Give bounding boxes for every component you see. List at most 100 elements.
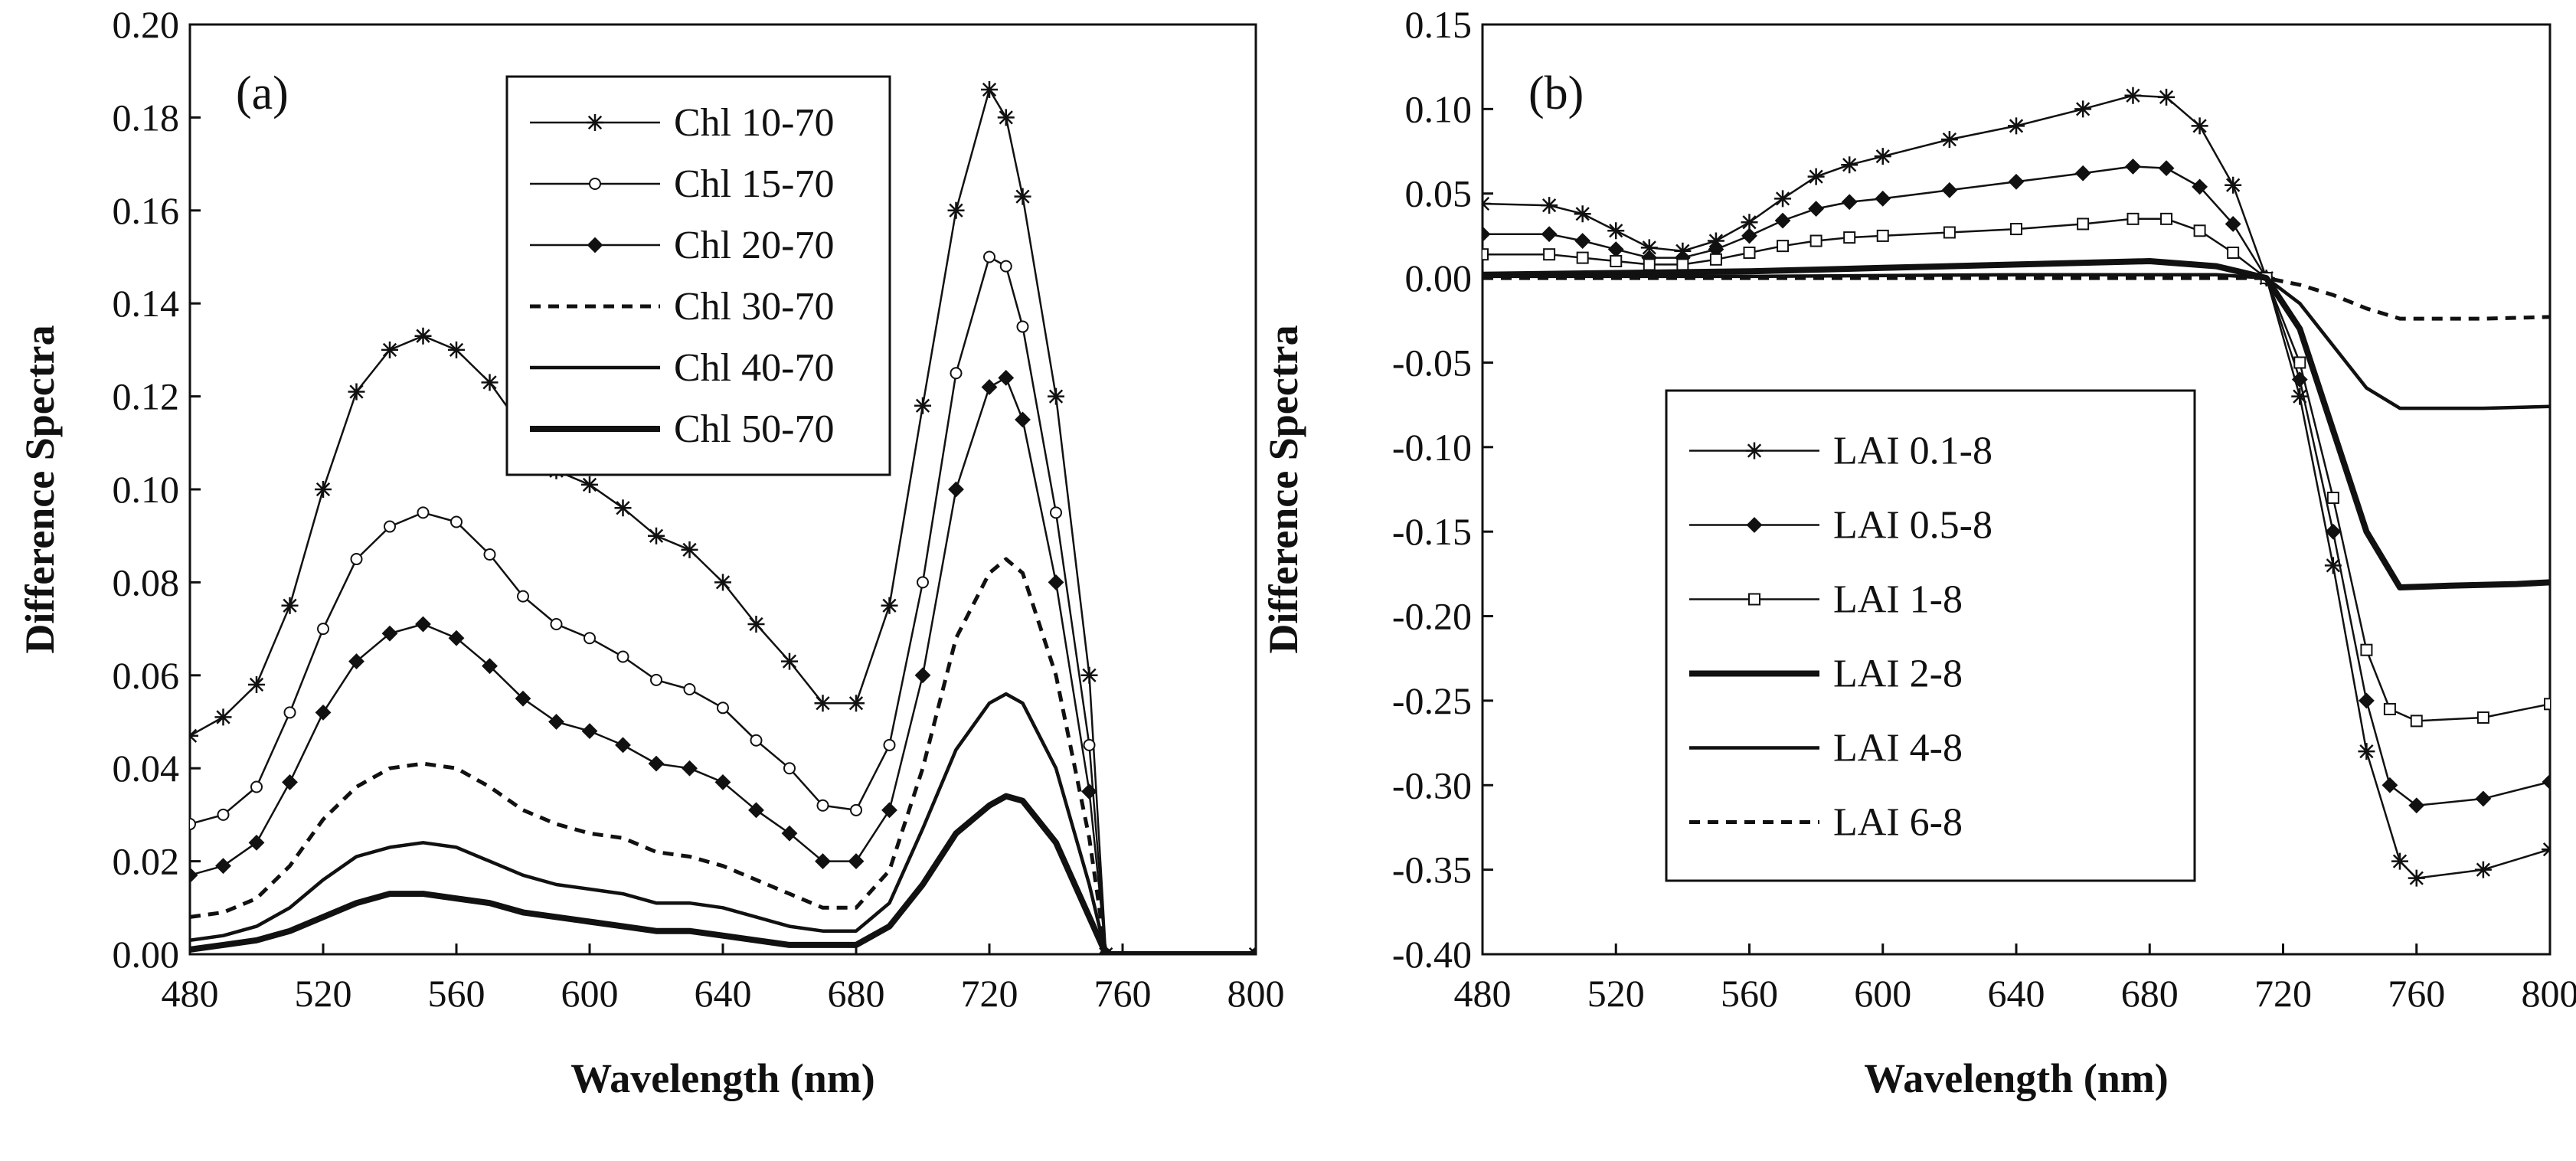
data-point-chl-15-70: [350, 553, 363, 566]
data-point-lai-0-5-8: [2125, 158, 2141, 175]
data-point-chl-20-70: [348, 653, 364, 670]
data-point-chl-20-70: [748, 802, 764, 819]
data-point-chl-15-70: [1050, 506, 1062, 519]
panel-0-x-tick-label: 520: [295, 972, 352, 1015]
data-point-chl-10-70: [315, 481, 332, 498]
data-point-lai-0-1-8: [2391, 852, 2408, 870]
panel-1-y-tick-label: -0.05: [1392, 341, 1472, 384]
panel-1-x-tick-label: 480: [1454, 972, 1512, 1015]
data-point-chl-20-70: [190, 867, 198, 884]
legend-label-lai-4-8: LAI 4-8: [1833, 727, 1963, 770]
panel-1-y-tick-label: -0.25: [1392, 679, 1472, 722]
data-point-lai-1-8: [1843, 231, 1856, 244]
legend-label-lai-2-8: LAI 2-8: [1833, 652, 1963, 696]
data-point-lai-0-1-8: [1483, 195, 1491, 212]
panel-0-y-tick-label: 0.14: [113, 282, 180, 325]
data-point-chl-15-70: [517, 590, 529, 603]
data-point-lai-0-5-8: [2381, 777, 2398, 793]
data-point-chl-10-70: [814, 695, 832, 712]
data-point-lai-0-5-8: [1541, 226, 1558, 243]
data-point-lai-0-1-8: [1574, 205, 1591, 223]
legend-label-lai-1-8: LAI 1-8: [1833, 578, 1963, 622]
panel-0-y-tick-label: 0.06: [113, 654, 180, 697]
data-point-chl-15-70: [584, 632, 596, 645]
data-point-chl-15-70: [317, 623, 329, 636]
panel-0-x-tick-label: 680: [828, 972, 885, 1015]
data-point-lai-1-8: [1543, 248, 1556, 261]
panel-1-y-tick-label: -0.20: [1392, 595, 1472, 638]
data-point-chl-10-70: [881, 597, 898, 614]
data-point-lai-1-8: [1743, 246, 1756, 259]
data-point-chl-15-70: [250, 780, 263, 793]
data-point-chl-20-70: [881, 802, 897, 819]
data-point-chl-10-70: [848, 695, 865, 712]
data-point-chl-20-70: [381, 625, 398, 642]
data-point-chl-15-70: [384, 520, 396, 533]
data-point-lai-0-1-8: [1741, 214, 1758, 231]
data-point-chl-20-70: [981, 379, 998, 395]
data-point-chl-10-70: [214, 708, 232, 726]
data-point-lai-0-5-8: [2158, 160, 2175, 177]
series-lai-1-8: [1483, 212, 2550, 728]
data-point-chl-15-70: [683, 683, 696, 696]
data-point-chl-10-70: [781, 652, 798, 670]
data-point-lai-1-8: [2227, 246, 2240, 259]
panel-1-y-tick-label: 0.00: [1405, 257, 1473, 299]
data-point-lai-0-5-8: [1741, 227, 1757, 244]
data-point-chl-15-70: [1083, 738, 1096, 751]
panel-0-y-tick-label: 0.12: [113, 375, 180, 418]
data-point-lai-1-8: [2383, 702, 2396, 715]
panel-0-legend-box: [505, 75, 891, 476]
data-point-lai-0-5-8: [1808, 201, 1825, 217]
panel-0-y-axis-title: Difference Spectra: [17, 325, 63, 653]
data-point-chl-20-70: [781, 825, 798, 842]
legend-label-lai-6-8: LAI 6-8: [1833, 801, 1963, 845]
data-point-chl-15-70: [783, 762, 796, 775]
legend-label-lai-0-1-8: LAI 0.1-8: [1833, 430, 1992, 473]
data-point-chl-15-70: [999, 260, 1012, 273]
data-point-chl-20-70: [848, 853, 865, 870]
data-point-chl-20-70: [1048, 574, 1064, 590]
data-point-lai-0-5-8: [2325, 523, 2342, 540]
data-point-lai-0-1-8: [1841, 156, 1858, 174]
legend-label-chl-50-70: Chl 50-70: [674, 407, 834, 451]
data-point-lai-0-1-8: [2008, 117, 2025, 135]
data-point-lai-0-1-8: [2358, 743, 2375, 760]
data-point-lai-0-5-8: [2542, 773, 2550, 790]
data-point-lai-0-1-8: [1774, 190, 1792, 208]
data-point-lai-1-8: [2360, 643, 2373, 656]
panel-1-x-tick-label: 800: [2522, 972, 2576, 1015]
data-point-lai-0-5-8: [1875, 190, 1891, 207]
legend-label-chl-15-70: Chl 15-70: [674, 162, 834, 206]
data-point-lai-0-1-8: [1541, 197, 1558, 214]
data-point-chl-15-70: [283, 706, 296, 719]
data-point-chl-15-70: [483, 548, 496, 561]
data-point-lai-1-8: [2476, 711, 2489, 724]
data-point-lai-0-1-8: [2542, 841, 2550, 858]
panel-0-y-tick-label: 0.02: [113, 840, 180, 883]
data-point-lai-0-1-8: [2291, 388, 2309, 405]
data-point-lai-0-5-8: [1483, 226, 1491, 243]
series-lai-0-5-8: [1483, 158, 2550, 814]
panel-0-x-tick-label: 720: [961, 972, 1018, 1015]
data-point-lai-0-1-8: [1874, 148, 1891, 165]
data-point-lai-0-5-8: [1774, 212, 1791, 229]
data-point-chl-15-70: [550, 618, 563, 631]
panel-1-y-tick-label: 0.05: [1405, 172, 1473, 215]
panel-1-legend: LAI 0.1-8 LAI 0.5-8 LAI 1-8 LAI 2-8 LAI 4-8 L…: [1665, 389, 2196, 882]
data-point-chl-15-70: [1016, 320, 1029, 333]
series-chl-30-70: [190, 557, 1256, 954]
panel-1-y-tick-label: 0.15: [1405, 3, 1473, 46]
data-point-chl-20-70: [1081, 783, 1097, 800]
data-point-lai-1-8: [1676, 258, 1689, 271]
data-point-lai-0-5-8: [1941, 182, 1958, 198]
data-point-lai-1-8: [1576, 251, 1589, 264]
panel-1-y-tick-label: -0.30: [1392, 764, 1472, 806]
panel-1-y-tick-label: -0.35: [1392, 849, 1472, 891]
data-point-chl-15-70: [917, 576, 929, 589]
panel-1-x-tick-label: 640: [1988, 972, 2045, 1015]
data-point-chl-20-70: [998, 369, 1015, 386]
data-point-chl-20-70: [615, 737, 631, 754]
data-point-chl-10-70: [648, 527, 665, 545]
